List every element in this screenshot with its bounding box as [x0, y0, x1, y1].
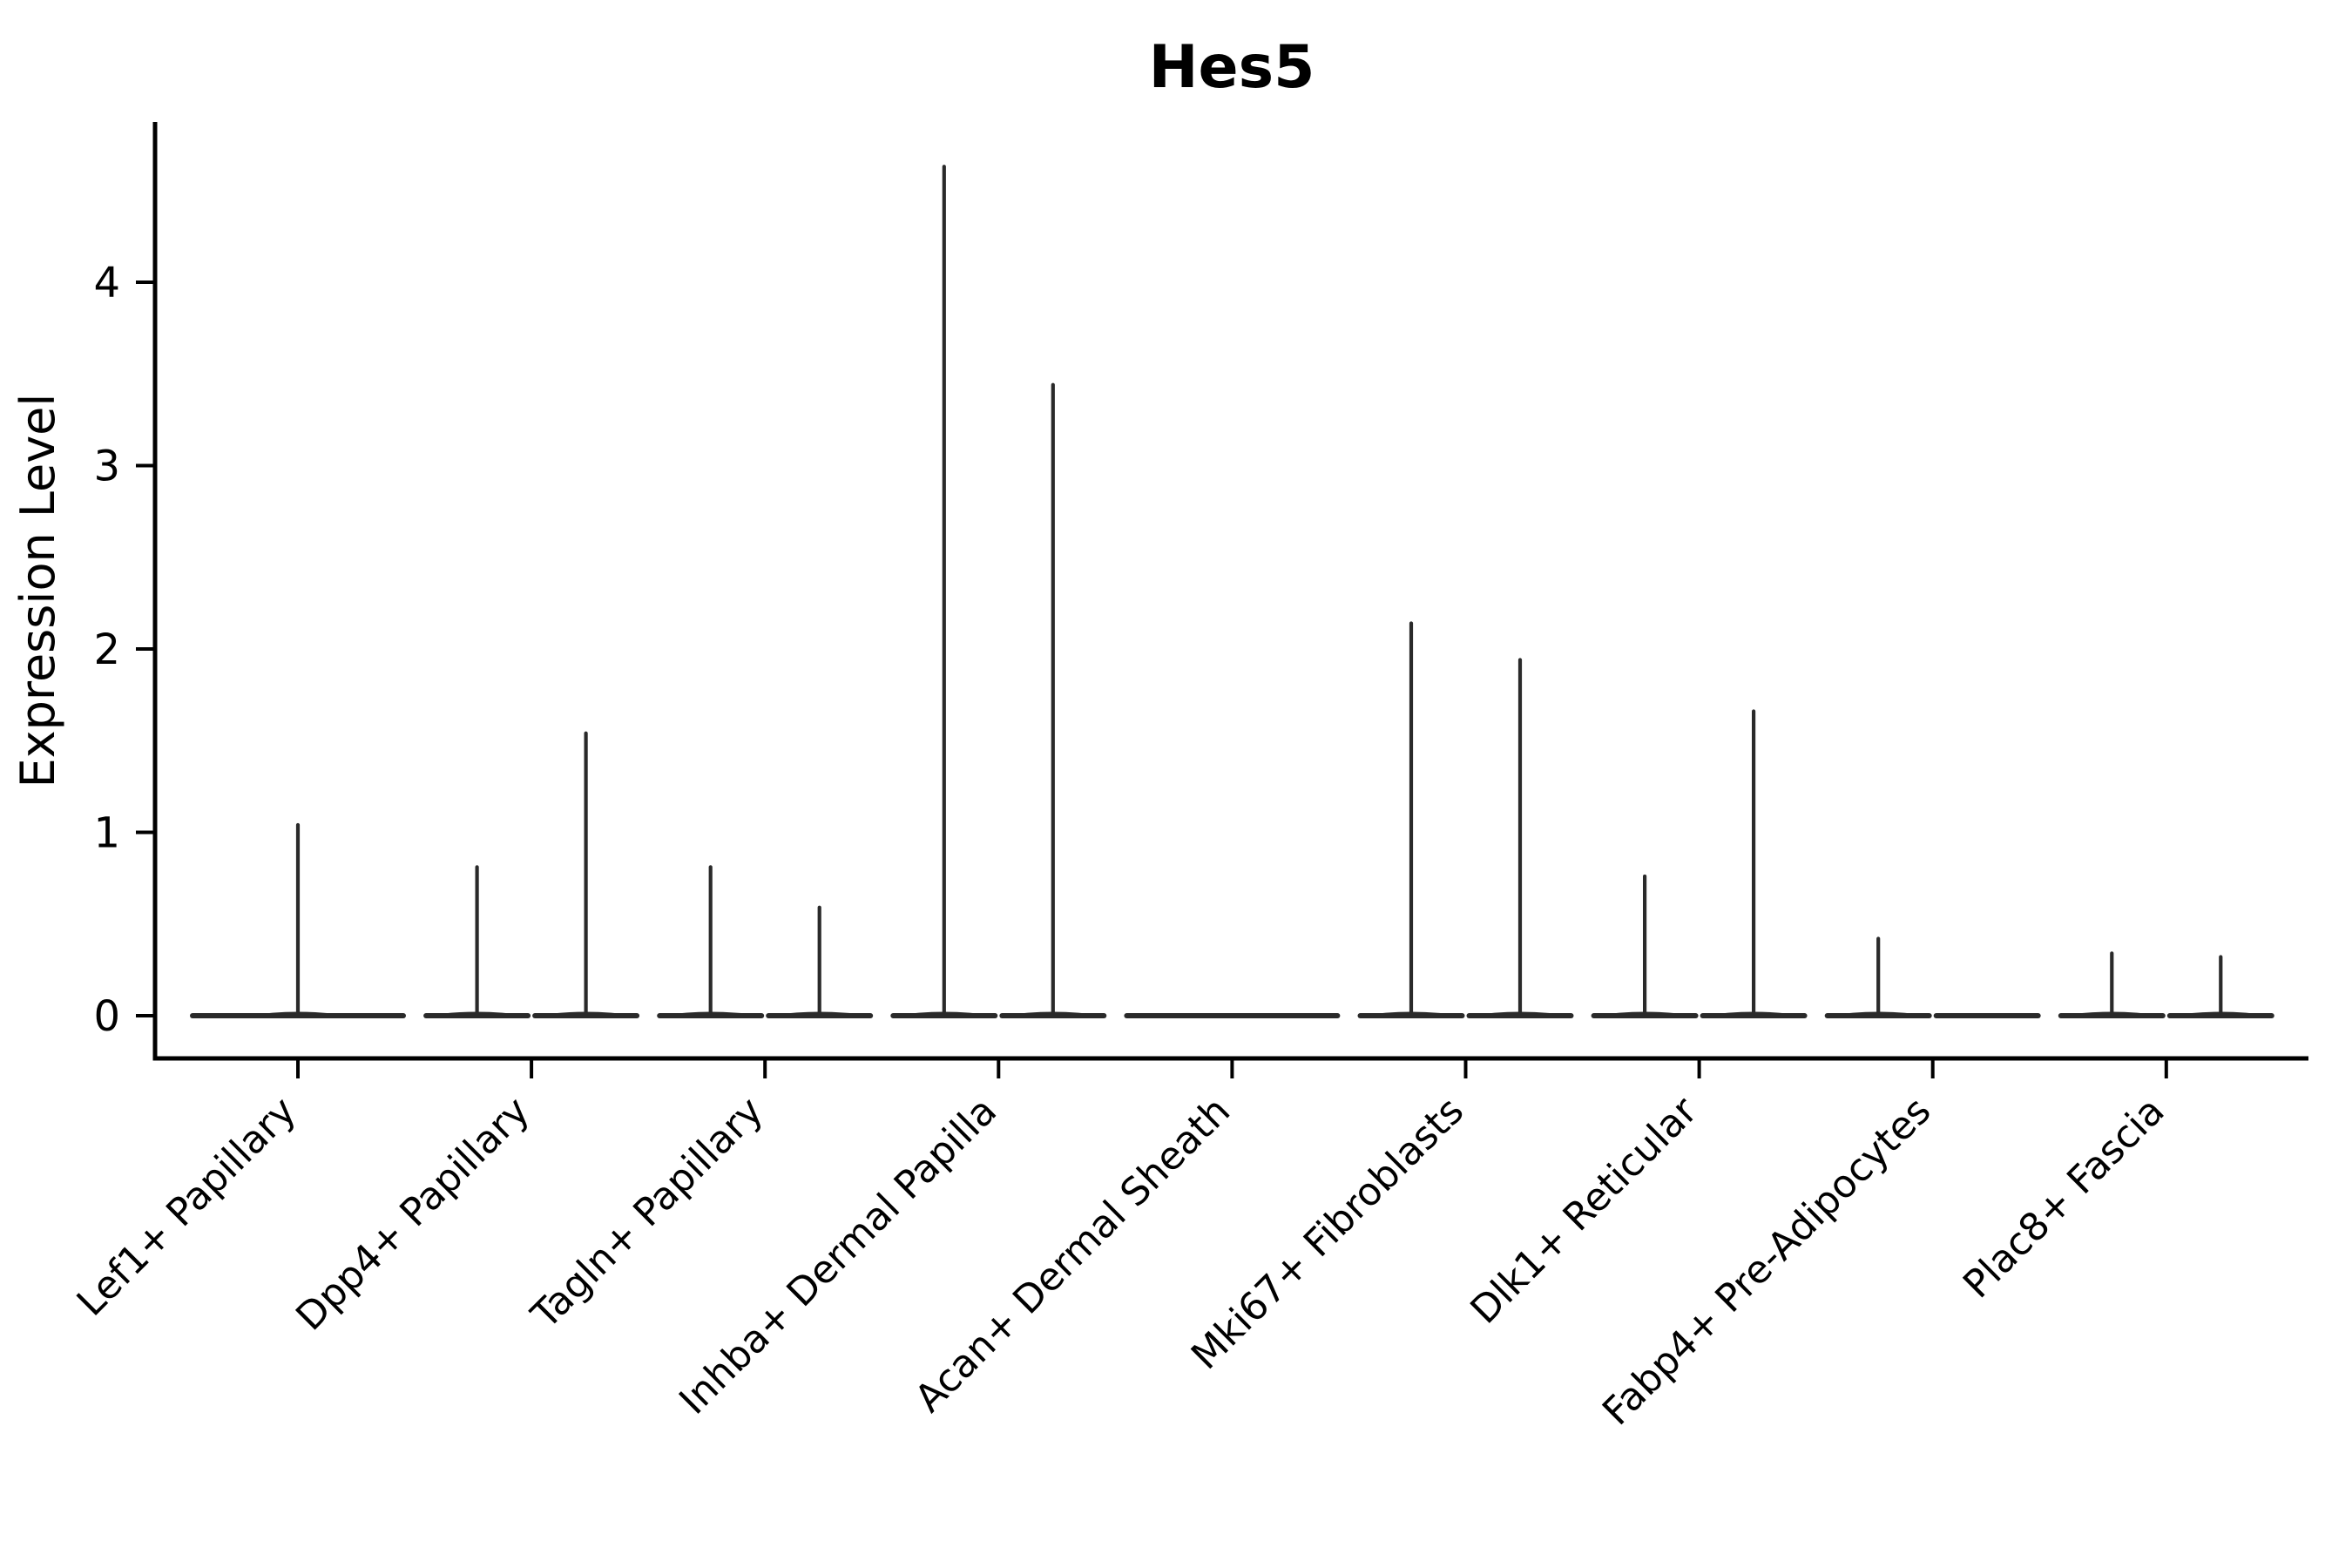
violins — [190, 165, 2274, 1018]
x-tick-label: Dlk1+ Reticular — [1462, 1088, 1707, 1333]
chart-title: Hes5 — [1149, 33, 1315, 102]
y-axis-ticks: 0 1 2 3 4 — [93, 259, 155, 1041]
y-tick-label: 4 — [93, 259, 120, 308]
x-tick-label: Dpp4+ Papillary — [287, 1089, 538, 1340]
x-tick-label: Tagln+ Papillary — [523, 1089, 772, 1338]
y-tick-label: 0 — [93, 992, 120, 1041]
y-axis-label: Expression Level — [10, 394, 65, 788]
y-tick-label: 1 — [93, 809, 120, 858]
x-tick-label: Lef1+ Papillary — [69, 1089, 305, 1325]
y-tick-label: 2 — [93, 625, 120, 674]
y-tick-label: 3 — [93, 443, 120, 491]
x-tick-label: Plac8+ Fascia — [1955, 1089, 2173, 1308]
